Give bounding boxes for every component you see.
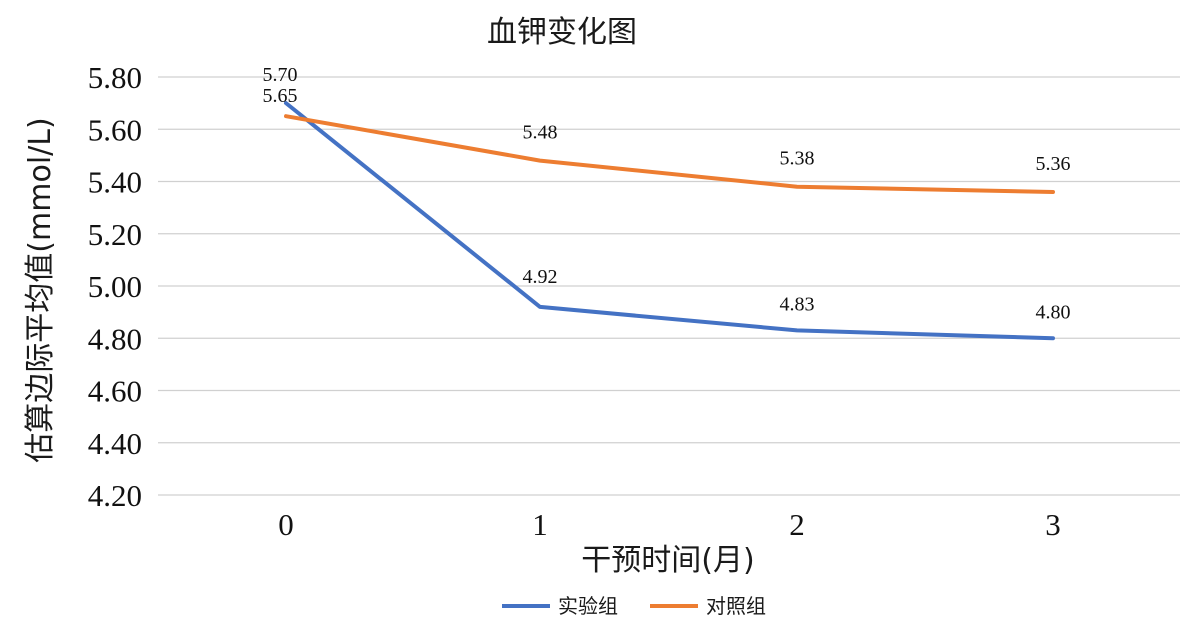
gridlines bbox=[158, 76, 1180, 496]
series-line-1 bbox=[284, 114, 1055, 194]
y-tick-label: 4.80 bbox=[88, 321, 142, 356]
y-tick-label: 5.40 bbox=[88, 165, 142, 200]
data-label: 5.48 bbox=[523, 122, 558, 144]
data-label: 5.36 bbox=[1036, 153, 1071, 175]
y-tick-label: 5.00 bbox=[88, 269, 142, 304]
y-tick-label: 4.60 bbox=[88, 374, 142, 409]
legend-entry: 对照组 bbox=[706, 594, 766, 618]
x-tick-label: 3 bbox=[1045, 507, 1061, 542]
legend-entry: 实验组 bbox=[558, 594, 618, 618]
y-tick-label: 5.80 bbox=[88, 60, 142, 95]
series-line-0 bbox=[284, 101, 1055, 341]
data-label: 4.83 bbox=[780, 293, 815, 315]
x-axis-label: 干预时间(月) bbox=[581, 543, 754, 578]
y-tick-label: 4.40 bbox=[88, 426, 142, 461]
x-axis-ticks: 0 1 2 3 bbox=[278, 507, 1061, 542]
x-tick-label: 2 bbox=[789, 507, 805, 542]
x-tick-label: 1 bbox=[532, 507, 548, 542]
chart-title: 血钾变化图 bbox=[487, 15, 637, 50]
data-label: 4.80 bbox=[1036, 301, 1071, 323]
y-axis-ticks: 4.20 4.40 4.60 4.80 5.00 5.20 5.40 5.60 5.80 bbox=[88, 60, 142, 513]
y-axis-label: 估算边际平均值(mmol/L) bbox=[23, 117, 58, 462]
x-tick-label: 0 bbox=[278, 507, 294, 542]
data-label: 5.38 bbox=[780, 148, 815, 170]
data-label: 4.92 bbox=[523, 266, 558, 288]
data-labels: 5.70 4.92 4.83 4.80 5.65 5.48 5.38 5.36 bbox=[263, 64, 1071, 323]
y-tick-label: 4.20 bbox=[88, 478, 142, 513]
y-tick-label: 5.60 bbox=[88, 112, 142, 147]
data-label: 5.70 bbox=[263, 64, 298, 86]
legend: 实验组 对照组 bbox=[502, 594, 766, 618]
data-label: 5.65 bbox=[263, 85, 298, 107]
series-lines bbox=[284, 101, 1055, 341]
y-tick-label: 5.20 bbox=[88, 217, 142, 252]
